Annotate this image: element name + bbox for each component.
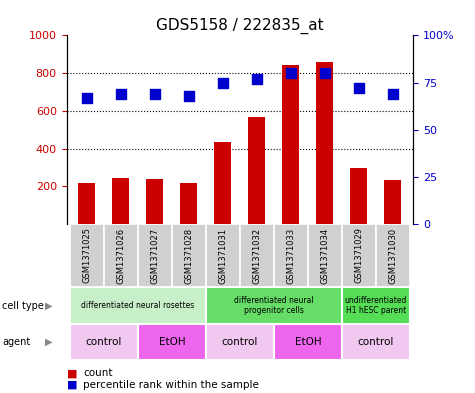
Bar — [342, 287, 410, 324]
Bar — [172, 224, 206, 287]
Text: EtOH: EtOH — [294, 337, 321, 347]
Bar — [240, 224, 274, 287]
Bar — [70, 224, 104, 287]
Text: ■: ■ — [66, 368, 77, 378]
Bar — [138, 324, 206, 360]
Bar — [214, 142, 231, 224]
Bar — [206, 224, 240, 287]
Bar — [342, 324, 410, 360]
Bar — [146, 179, 163, 224]
Text: differentiated neural rosettes: differentiated neural rosettes — [81, 301, 195, 310]
Bar — [206, 287, 342, 324]
Bar — [104, 224, 138, 287]
Text: cell type: cell type — [2, 301, 44, 310]
Bar — [70, 287, 206, 324]
Point — [287, 70, 294, 76]
Text: GSM1371034: GSM1371034 — [320, 228, 329, 283]
Bar — [180, 184, 198, 224]
Point — [389, 91, 397, 97]
Text: count: count — [83, 368, 113, 378]
Point — [219, 79, 227, 86]
Title: GDS5158 / 222835_at: GDS5158 / 222835_at — [156, 18, 323, 34]
Bar — [351, 168, 367, 224]
Text: differentiated neural
progenitor cells: differentiated neural progenitor cells — [234, 296, 314, 315]
Point — [185, 93, 193, 99]
Text: GSM1371032: GSM1371032 — [252, 228, 261, 283]
Point — [355, 85, 362, 91]
Text: undifferentiated
H1 hESC parent: undifferentiated H1 hESC parent — [345, 296, 407, 315]
Text: control: control — [358, 337, 394, 347]
Point — [321, 70, 329, 76]
Bar — [376, 224, 410, 287]
Text: ▶: ▶ — [45, 301, 53, 310]
Text: GSM1371028: GSM1371028 — [184, 228, 193, 283]
Bar — [138, 224, 172, 287]
Bar — [248, 118, 266, 224]
Bar — [282, 64, 299, 224]
Bar — [113, 178, 129, 224]
Text: GSM1371025: GSM1371025 — [82, 228, 91, 283]
Bar — [274, 224, 308, 287]
Bar — [78, 184, 95, 224]
Text: ■: ■ — [66, 380, 77, 390]
Text: ▶: ▶ — [45, 337, 53, 347]
Bar — [342, 224, 376, 287]
Bar — [308, 224, 342, 287]
Point — [83, 94, 91, 101]
Text: agent: agent — [2, 337, 30, 347]
Bar — [70, 324, 138, 360]
Text: GSM1371027: GSM1371027 — [151, 228, 160, 283]
Text: GSM1371033: GSM1371033 — [286, 227, 295, 284]
Text: control: control — [86, 337, 122, 347]
Text: percentile rank within the sample: percentile rank within the sample — [83, 380, 259, 390]
Text: control: control — [222, 337, 258, 347]
Point — [117, 91, 125, 97]
Point — [253, 75, 261, 82]
Bar — [316, 62, 333, 224]
Bar — [274, 324, 342, 360]
Text: GSM1371026: GSM1371026 — [116, 228, 125, 283]
Bar — [206, 324, 274, 360]
Point — [151, 91, 159, 97]
Text: GSM1371029: GSM1371029 — [354, 228, 363, 283]
Bar — [384, 180, 401, 224]
Text: GSM1371030: GSM1371030 — [389, 228, 398, 283]
Text: GSM1371031: GSM1371031 — [218, 228, 228, 283]
Text: EtOH: EtOH — [159, 337, 185, 347]
